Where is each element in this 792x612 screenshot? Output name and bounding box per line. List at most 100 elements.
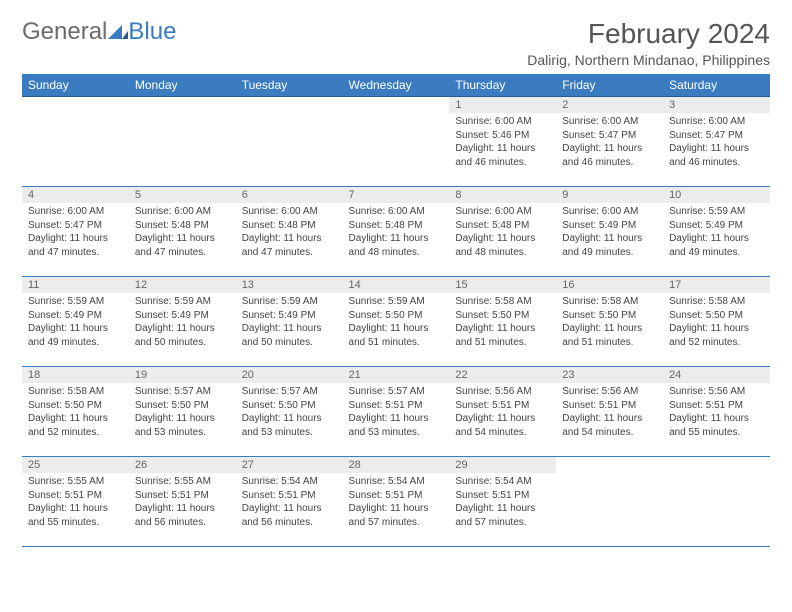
- daylight-text-2: and 47 minutes.: [135, 246, 230, 260]
- sunset-text: Sunset: 5:49 PM: [562, 219, 657, 233]
- sunrise-text: Sunrise: 5:57 AM: [242, 385, 337, 399]
- sunrise-text: Sunrise: 5:55 AM: [28, 475, 123, 489]
- day-number: [556, 457, 663, 473]
- sunset-text: Sunset: 5:50 PM: [455, 309, 550, 323]
- sunrise-text: Sunrise: 5:58 AM: [28, 385, 123, 399]
- daylight-text-1: Daylight: 11 hours: [455, 502, 550, 516]
- daylight-text-1: Daylight: 11 hours: [455, 412, 550, 426]
- daylight-text-1: Daylight: 11 hours: [562, 412, 657, 426]
- day-info: Sunrise: 5:59 AMSunset: 5:49 PMDaylight:…: [129, 293, 236, 353]
- calendar-day-cell: 22Sunrise: 5:56 AMSunset: 5:51 PMDayligh…: [449, 367, 556, 457]
- day-number: [236, 97, 343, 113]
- day-number: 8: [449, 187, 556, 203]
- daylight-text-2: and 48 minutes.: [349, 246, 444, 260]
- day-number: 16: [556, 277, 663, 293]
- calendar-day-cell: [236, 97, 343, 187]
- sunrise-text: Sunrise: 5:59 AM: [349, 295, 444, 309]
- calendar-day-cell: 6Sunrise: 6:00 AMSunset: 5:48 PMDaylight…: [236, 187, 343, 277]
- sunset-text: Sunset: 5:51 PM: [349, 399, 444, 413]
- sunset-text: Sunset: 5:51 PM: [135, 489, 230, 503]
- daylight-text-2: and 54 minutes.: [562, 426, 657, 440]
- day-info: Sunrise: 6:00 AMSunset: 5:47 PMDaylight:…: [663, 113, 770, 173]
- day-number: 7: [343, 187, 450, 203]
- calendar-day-cell: [663, 457, 770, 547]
- calendar-day-cell: 26Sunrise: 5:55 AMSunset: 5:51 PMDayligh…: [129, 457, 236, 547]
- daylight-text-1: Daylight: 11 hours: [349, 502, 444, 516]
- day-info: Sunrise: 5:59 AMSunset: 5:49 PMDaylight:…: [663, 203, 770, 263]
- sunrise-text: Sunrise: 5:54 AM: [242, 475, 337, 489]
- sunset-text: Sunset: 5:46 PM: [455, 129, 550, 143]
- day-number: 19: [129, 367, 236, 383]
- sunrise-text: Sunrise: 5:58 AM: [669, 295, 764, 309]
- daylight-text-1: Daylight: 11 hours: [669, 232, 764, 246]
- logo-text-2: Blue: [128, 18, 176, 46]
- calendar-day-cell: 15Sunrise: 5:58 AMSunset: 5:50 PMDayligh…: [449, 277, 556, 367]
- calendar-day-cell: 27Sunrise: 5:54 AMSunset: 5:51 PMDayligh…: [236, 457, 343, 547]
- daylight-text-1: Daylight: 11 hours: [242, 232, 337, 246]
- day-number: 26: [129, 457, 236, 473]
- day-info: Sunrise: 6:00 AMSunset: 5:46 PMDaylight:…: [449, 113, 556, 173]
- daylight-text-1: Daylight: 11 hours: [242, 412, 337, 426]
- day-number: 18: [22, 367, 129, 383]
- sunrise-text: Sunrise: 5:59 AM: [135, 295, 230, 309]
- day-info: Sunrise: 5:59 AMSunset: 5:49 PMDaylight:…: [22, 293, 129, 353]
- daylight-text-2: and 49 minutes.: [28, 336, 123, 350]
- day-number: 11: [22, 277, 129, 293]
- daylight-text-1: Daylight: 11 hours: [669, 142, 764, 156]
- day-info: Sunrise: 5:54 AMSunset: 5:51 PMDaylight:…: [343, 473, 450, 533]
- location: Dalirig, Northern Mindanao, Philippines: [527, 52, 770, 68]
- sunset-text: Sunset: 5:49 PM: [242, 309, 337, 323]
- daylight-text-1: Daylight: 11 hours: [455, 142, 550, 156]
- daylight-text-2: and 53 minutes.: [242, 426, 337, 440]
- daylight-text-1: Daylight: 11 hours: [669, 412, 764, 426]
- daylight-text-2: and 50 minutes.: [135, 336, 230, 350]
- day-number: 25: [22, 457, 129, 473]
- sunset-text: Sunset: 5:51 PM: [242, 489, 337, 503]
- sunrise-text: Sunrise: 6:00 AM: [242, 205, 337, 219]
- weekday-header: Friday: [556, 74, 663, 97]
- header: General Blue February 2024 Dalirig, Nort…: [22, 18, 770, 68]
- day-number: 27: [236, 457, 343, 473]
- day-info: Sunrise: 6:00 AMSunset: 5:47 PMDaylight:…: [556, 113, 663, 173]
- sunrise-text: Sunrise: 5:59 AM: [242, 295, 337, 309]
- weekday-header: Wednesday: [343, 74, 450, 97]
- daylight-text-1: Daylight: 11 hours: [455, 322, 550, 336]
- sunrise-text: Sunrise: 5:57 AM: [135, 385, 230, 399]
- sunrise-text: Sunrise: 6:00 AM: [135, 205, 230, 219]
- daylight-text-2: and 50 minutes.: [242, 336, 337, 350]
- day-number: 29: [449, 457, 556, 473]
- daylight-text-1: Daylight: 11 hours: [669, 322, 764, 336]
- day-number: 21: [343, 367, 450, 383]
- daylight-text-2: and 56 minutes.: [242, 516, 337, 530]
- day-number: 3: [663, 97, 770, 113]
- sunrise-text: Sunrise: 5:55 AM: [135, 475, 230, 489]
- day-info: Sunrise: 5:54 AMSunset: 5:51 PMDaylight:…: [236, 473, 343, 533]
- day-number: [663, 457, 770, 473]
- day-info: Sunrise: 5:56 AMSunset: 5:51 PMDaylight:…: [449, 383, 556, 443]
- day-number: 10: [663, 187, 770, 203]
- daylight-text-2: and 47 minutes.: [242, 246, 337, 260]
- calendar-day-cell: 13Sunrise: 5:59 AMSunset: 5:49 PMDayligh…: [236, 277, 343, 367]
- sunset-text: Sunset: 5:51 PM: [349, 489, 444, 503]
- day-number: 9: [556, 187, 663, 203]
- day-info: Sunrise: 5:55 AMSunset: 5:51 PMDaylight:…: [22, 473, 129, 533]
- sunset-text: Sunset: 5:51 PM: [562, 399, 657, 413]
- day-number: 12: [129, 277, 236, 293]
- daylight-text-2: and 49 minutes.: [562, 246, 657, 260]
- calendar-week-row: 25Sunrise: 5:55 AMSunset: 5:51 PMDayligh…: [22, 457, 770, 547]
- sunset-text: Sunset: 5:49 PM: [28, 309, 123, 323]
- sunset-text: Sunset: 5:50 PM: [242, 399, 337, 413]
- calendar-day-cell: 7Sunrise: 6:00 AMSunset: 5:48 PMDaylight…: [343, 187, 450, 277]
- sunrise-text: Sunrise: 6:00 AM: [562, 115, 657, 129]
- day-number: 23: [556, 367, 663, 383]
- day-number: 20: [236, 367, 343, 383]
- sunset-text: Sunset: 5:49 PM: [135, 309, 230, 323]
- logo-mark-icon: [108, 18, 128, 32]
- day-info: Sunrise: 5:55 AMSunset: 5:51 PMDaylight:…: [129, 473, 236, 533]
- sunrise-text: Sunrise: 5:58 AM: [455, 295, 550, 309]
- day-number: 6: [236, 187, 343, 203]
- daylight-text-1: Daylight: 11 hours: [135, 322, 230, 336]
- calendar-week-row: 4Sunrise: 6:00 AMSunset: 5:47 PMDaylight…: [22, 187, 770, 277]
- calendar-day-cell: 23Sunrise: 5:56 AMSunset: 5:51 PMDayligh…: [556, 367, 663, 457]
- title-block: February 2024 Dalirig, Northern Mindanao…: [527, 18, 770, 68]
